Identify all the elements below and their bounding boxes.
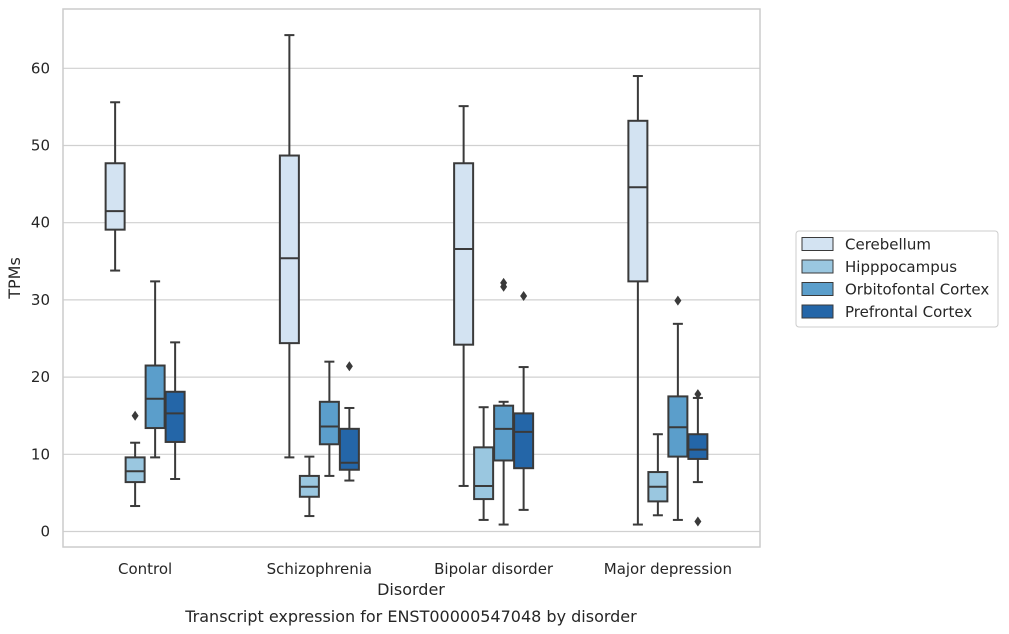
plot-area-frame [62, 8, 761, 548]
y-tick-label: 10 [31, 445, 50, 463]
box-cerebellum [627, 75, 649, 526]
x-axis-label: Disorder [377, 580, 445, 599]
box-iqr [687, 433, 709, 460]
box-hipppocampus [124, 410, 146, 508]
box-iqr [104, 162, 126, 231]
box-iqr [453, 162, 475, 346]
x-tick-label: Bipolar disorder [434, 560, 554, 578]
y-tick-label: 0 [40, 523, 50, 541]
legend-swatch [801, 237, 834, 251]
box-iqr [493, 404, 515, 462]
legend-label: Hipppocampus [845, 258, 957, 276]
outlier-point [674, 295, 682, 306]
box-iqr [124, 456, 146, 484]
box-prefrontal-cortex [164, 341, 186, 481]
y-axis-label: TPMs [5, 257, 24, 300]
legend-label: Orbitofontal Cortex [845, 281, 989, 299]
outlier-point [694, 516, 702, 527]
box-orbitofontal-cortex [667, 295, 689, 521]
box-iqr [164, 390, 186, 443]
box-iqr [513, 412, 535, 470]
y-tick-label: 40 [31, 214, 50, 232]
box-cerebellum [278, 34, 300, 459]
chart-caption: Transcript expression for ENST0000054704… [184, 607, 637, 626]
box-iqr [338, 427, 360, 471]
box-hipppocampus [473, 406, 495, 521]
legend-label: Cerebellum [845, 236, 931, 254]
y-tick-label: 20 [31, 368, 50, 386]
x-tick-label: Control [118, 560, 172, 578]
x-tick-label: Schizophrenia [267, 560, 372, 578]
box-orbitofontal-cortex [144, 280, 166, 459]
y-tick-labels: 0 10 20 30 40 50 60 [31, 59, 50, 540]
outlier-point [345, 361, 353, 372]
outlier-point [131, 410, 139, 421]
box-cerebellum [104, 101, 126, 272]
box-cerebellum [453, 105, 475, 487]
y-tick-label: 50 [31, 137, 50, 155]
legend-swatch [801, 259, 834, 274]
legend-label: Prefrontal Cortex [845, 303, 972, 321]
legend-frame [795, 230, 999, 328]
x-tick-labels: Control Schizophrenia Bipolar disorder Majo… [118, 560, 732, 578]
outlier-point [520, 291, 528, 302]
legend-items: Cerebellum Hipppocampus Orbitofontal Corte… [801, 236, 989, 321]
box-iqr [473, 446, 495, 501]
box-hipppocampus [298, 455, 320, 518]
x-tick-label: Major depression [604, 560, 732, 578]
outlier-point [500, 277, 508, 288]
box-series-group [104, 34, 709, 527]
box-orbitofontal-cortex [493, 277, 515, 526]
box-prefrontal-cortex [338, 361, 360, 482]
box-iqr [144, 364, 166, 430]
box-orbitofontal-cortex [318, 360, 340, 477]
legend-swatch [801, 282, 834, 296]
gridlines [63, 67, 760, 533]
y-tick-label: 60 [31, 59, 50, 77]
y-tick-label: 30 [31, 291, 50, 309]
box-prefrontal-cortex [513, 291, 535, 511]
box-iqr [627, 119, 649, 283]
box-hipppocampus [647, 433, 669, 517]
legend-swatch [801, 304, 834, 319]
box-iqr [318, 400, 340, 446]
legend: Cerebellum Hipppocampus Orbitofontal Corte… [795, 230, 999, 328]
box-prefrontal-cortex [687, 389, 709, 527]
box-iqr [278, 154, 300, 345]
outlier-point [694, 389, 702, 400]
